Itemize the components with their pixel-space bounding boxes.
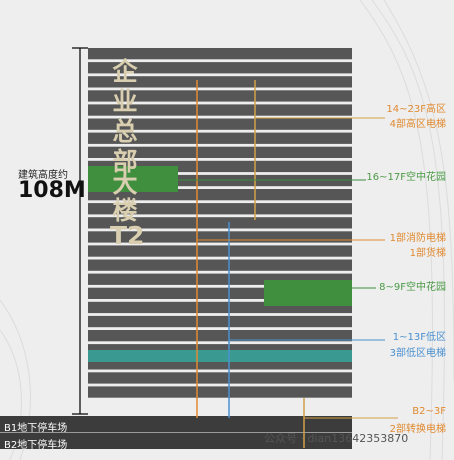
floor-slab: [88, 231, 352, 243]
upper-sky-garden: [88, 166, 178, 192]
lobby-band: [88, 350, 352, 362]
tower-name-char: 总: [112, 117, 138, 146]
upper-sky-garden-label: 16~17F空中花园: [366, 172, 446, 183]
floor-slab: [88, 287, 352, 299]
height-value: 108M: [18, 178, 86, 203]
floor-slab: [88, 132, 352, 144]
tower-name-char: 业: [112, 87, 138, 116]
floor-slab: [88, 217, 352, 229]
floor-slab: [88, 330, 352, 342]
floor-slab: [88, 160, 352, 173]
floor-slab: [88, 90, 352, 102]
floor-slab: [88, 358, 352, 370]
floor-slab: [88, 245, 352, 257]
height-dimension-line: [72, 47, 88, 415]
floor-slab: [88, 344, 352, 356]
tower-name-char: 部: [112, 147, 138, 176]
floor-slab: [88, 301, 352, 314]
elevator-shafts: [196, 80, 305, 448]
floor-slab: [88, 315, 352, 328]
b1-parking-label: B1地下停车场: [4, 423, 68, 434]
floor-slab: [88, 62, 352, 74]
floor-slab: [88, 273, 352, 285]
fire-elevator-label: 1部消防电梯: [389, 233, 446, 244]
watermark-text: 公众号 · dian13642353870: [264, 432, 409, 445]
floor-slabs: [0, 48, 352, 449]
height-caption: 建筑高度约: [18, 170, 68, 181]
tower-name-char: 企: [112, 57, 138, 86]
tower-name-char: T2: [110, 221, 145, 250]
high-zone-range-label: 14~23F高区: [386, 104, 446, 115]
lower-sky-garden-label: 8~9F空中花园: [379, 282, 446, 293]
floor-slab: [88, 203, 352, 215]
floor-slab: [88, 189, 352, 201]
tower-name-char: 大: [112, 169, 138, 198]
floor-slab: [88, 372, 352, 384]
floor-slab: [88, 146, 352, 158]
basement-b2-slab: [0, 433, 352, 449]
floor-slab: [88, 118, 352, 130]
transfer-elevator-label: 2部转换电梯: [389, 424, 446, 435]
floor-slab: [88, 48, 352, 60]
sky-gardens: [88, 166, 352, 306]
freight-elevator-label: 1部货梯: [409, 248, 446, 259]
label-leader-lines: [178, 117, 398, 419]
lower-sky-garden: [264, 280, 352, 306]
high-zone-elevator-label: 4部高区电梯: [389, 119, 446, 130]
basement-b1-slab: [0, 416, 352, 432]
low-zone-range-label: 1~13F低区: [392, 332, 446, 343]
floor-slab: [88, 386, 352, 398]
floor-slab: [88, 174, 352, 187]
floor-slab: [88, 259, 352, 271]
tower-name-char: 楼: [112, 196, 138, 225]
floor-slab: [88, 76, 352, 88]
transfer-range-label: B2~3F: [412, 406, 446, 417]
low-zone-elevator-label: 3部低区电梯: [389, 348, 446, 359]
floor-slab: [88, 104, 352, 116]
b2-parking-label: B2地下停车场: [4, 440, 68, 451]
